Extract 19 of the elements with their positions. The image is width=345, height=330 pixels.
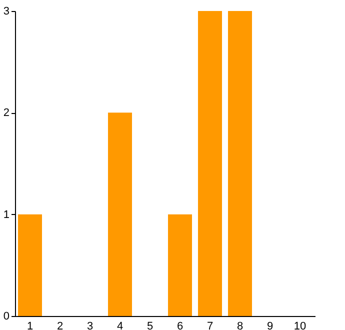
x-tick-label: 10	[294, 320, 306, 330]
x-tick-label: 7	[206, 320, 214, 330]
bar	[168, 214, 192, 316]
bar	[198, 11, 222, 316]
x-tick-label: 2	[56, 320, 64, 330]
x-tick-label: 6	[176, 320, 184, 330]
bar	[108, 112, 132, 316]
x-tick-label: 5	[146, 320, 154, 330]
x-tick-label: 4	[116, 320, 124, 330]
y-tick-label: 2	[3, 107, 10, 120]
bar	[228, 11, 252, 316]
x-tick-label: 9	[266, 320, 274, 330]
x-tick-label: 1	[26, 320, 34, 330]
x-tick-label: 8	[236, 320, 244, 330]
y-tick-label: 3	[3, 6, 10, 18]
bar	[18, 214, 42, 316]
y-tick-label: 0	[3, 310, 10, 322]
y-tick-label: 1	[3, 208, 10, 221]
x-tick-label: 3	[86, 320, 94, 330]
